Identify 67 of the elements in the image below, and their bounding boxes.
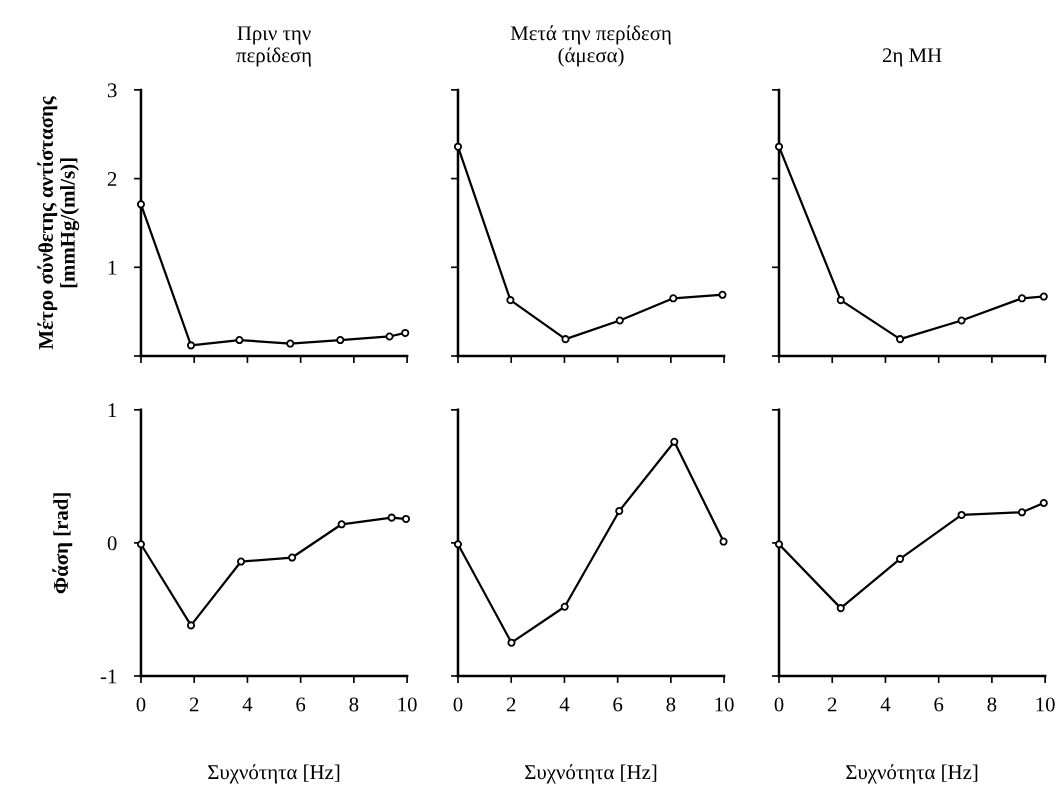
point xyxy=(669,294,678,303)
x-axis-title: Συχνότητα [Hz] xyxy=(846,764,978,784)
x-tick-label: 2 xyxy=(827,697,837,712)
point xyxy=(836,604,845,613)
point xyxy=(401,328,410,337)
x-tick-label: 4 xyxy=(242,697,253,712)
x-tick-label: 8 xyxy=(349,697,359,712)
x-tick-label: 2 xyxy=(189,697,199,712)
point xyxy=(186,341,196,350)
point xyxy=(615,506,624,516)
point xyxy=(237,557,246,566)
point xyxy=(957,510,966,519)
point xyxy=(774,142,784,151)
x-tick-label: 6 xyxy=(296,697,306,712)
x-tick-label: 8 xyxy=(666,697,676,712)
y-tick-label: 1 xyxy=(108,403,117,418)
x-tick-label: 4 xyxy=(880,697,891,712)
x-tick-label: 6 xyxy=(934,697,944,712)
x-tick-label: 4 xyxy=(559,697,570,712)
point xyxy=(186,621,196,630)
point xyxy=(957,316,966,325)
point xyxy=(1017,508,1027,517)
point xyxy=(836,296,845,305)
y-axis-title: Φάση [rad] xyxy=(52,493,73,594)
point xyxy=(1039,498,1048,508)
point xyxy=(235,336,244,345)
x-axis-title: Συχνότητα [Hz] xyxy=(208,764,340,784)
y-tick-label: 2 xyxy=(107,172,117,186)
point xyxy=(453,142,463,151)
x-tick-label: 2 xyxy=(506,697,516,712)
x-tick-label: 0 xyxy=(774,697,784,712)
y-axis-title: Μέτρο σύνθετης αντίστασης [mmHg/(ml/s)] xyxy=(37,96,80,350)
point xyxy=(670,437,679,446)
x-tick-label: 8 xyxy=(987,697,997,712)
x-tick-label: 6 xyxy=(613,697,623,712)
y-tick-label: 1 xyxy=(108,260,117,275)
x-tick-label: 10 xyxy=(715,697,734,712)
point xyxy=(401,514,411,523)
x-tick-label: 0 xyxy=(453,697,463,712)
point xyxy=(896,554,905,563)
point xyxy=(896,335,905,344)
point xyxy=(1039,292,1048,301)
point xyxy=(337,520,346,529)
x-tick-label: 10 xyxy=(1036,697,1055,712)
point xyxy=(718,290,727,299)
y-tick-label: 0 xyxy=(107,536,117,551)
x-axis-title: Συχνότητα [Hz] xyxy=(525,764,657,784)
point xyxy=(1017,294,1027,303)
chart-title: 2η ΜΗ xyxy=(882,48,942,67)
point xyxy=(507,638,516,647)
chart-title: Πριν την περίδεση xyxy=(236,26,311,67)
point xyxy=(387,513,396,522)
point xyxy=(560,602,569,611)
point xyxy=(615,316,624,325)
point xyxy=(719,537,728,546)
point xyxy=(136,200,146,209)
x-tick-label: 10 xyxy=(398,697,417,712)
y-tick-label: 3 xyxy=(107,83,117,98)
point xyxy=(336,336,345,345)
chart-title: Μετά την περίδεση (άμεσα) xyxy=(510,25,671,67)
x-tick-label: 0 xyxy=(136,697,146,712)
point xyxy=(288,553,297,562)
point xyxy=(561,335,570,344)
y-tick-label: -1 xyxy=(100,669,117,684)
point xyxy=(506,296,515,305)
point xyxy=(385,332,394,341)
point xyxy=(286,339,295,348)
